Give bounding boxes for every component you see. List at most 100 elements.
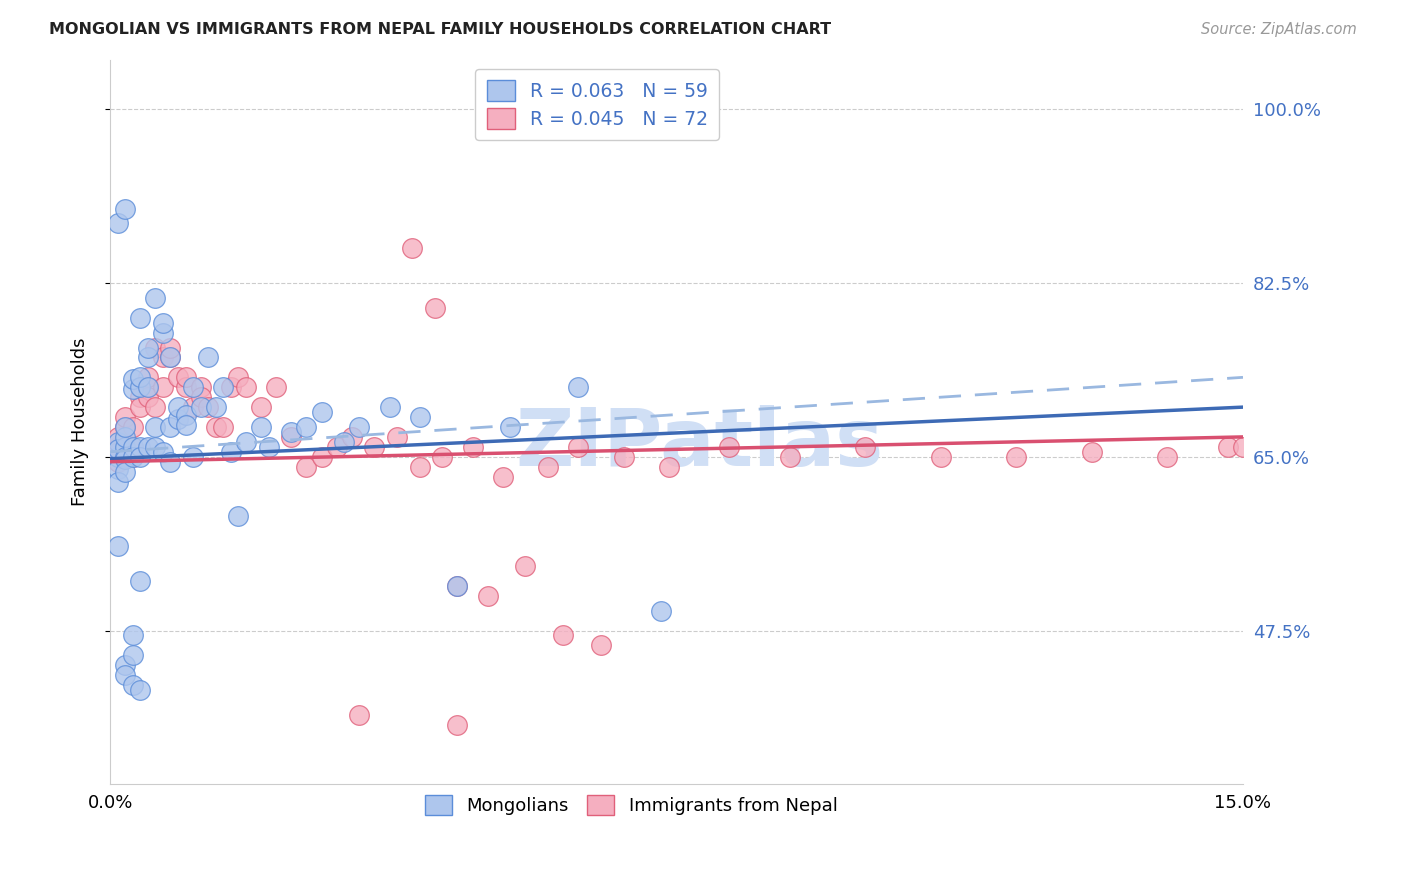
Point: [107, 539, 129, 553]
Point: [385, 430, 408, 444]
Point: [190, 390, 212, 404]
Point: [197, 400, 219, 414]
Point: [145, 400, 167, 414]
Point: [145, 420, 167, 434]
Point: [121, 678, 143, 692]
Point: [136, 380, 159, 394]
Point: [121, 372, 143, 386]
Point: [589, 639, 612, 653]
Point: [658, 459, 681, 474]
Point: [499, 420, 522, 434]
Text: Source: ZipAtlas.com: Source: ZipAtlas.com: [1201, 22, 1357, 37]
Point: [181, 400, 204, 414]
Point: [129, 400, 152, 414]
Point: [114, 430, 136, 444]
Point: [228, 509, 250, 524]
Point: [107, 445, 129, 459]
Point: [167, 370, 190, 384]
Point: [446, 579, 468, 593]
Point: [167, 400, 190, 414]
Text: ZIPatlas: ZIPatlas: [515, 405, 883, 483]
Point: [107, 216, 129, 230]
Point: [515, 559, 537, 574]
Point: [349, 707, 371, 722]
Point: [159, 455, 181, 469]
Point: [129, 440, 152, 454]
Point: [250, 420, 273, 434]
Point: [129, 370, 152, 384]
Point: [136, 380, 159, 394]
Point: [228, 370, 250, 384]
Point: [129, 310, 152, 325]
Point: [159, 341, 181, 355]
Point: [107, 440, 129, 454]
Point: [159, 420, 181, 434]
Point: [114, 440, 136, 454]
Point: [423, 301, 446, 315]
Point: [152, 351, 174, 365]
Point: [107, 455, 129, 469]
Point: [219, 445, 242, 459]
Point: [311, 405, 333, 419]
Point: [107, 430, 129, 444]
Point: [121, 440, 143, 454]
Point: [340, 430, 363, 444]
Point: [537, 459, 560, 474]
Point: [212, 420, 235, 434]
Point: [107, 434, 129, 449]
Point: [567, 440, 589, 454]
Point: [409, 410, 432, 425]
Point: [553, 628, 575, 642]
Point: [136, 370, 159, 384]
Point: [446, 579, 468, 593]
Y-axis label: Family Households: Family Households: [72, 338, 89, 507]
Point: [136, 440, 159, 454]
Point: [114, 440, 136, 454]
Point: [349, 420, 371, 434]
Point: [779, 450, 801, 464]
Point: [136, 390, 159, 404]
Point: [325, 440, 347, 454]
Point: [159, 351, 181, 365]
Point: [114, 450, 136, 464]
Point: [1216, 440, 1239, 454]
Point: [250, 400, 273, 414]
Point: [235, 434, 257, 449]
Point: [280, 430, 302, 444]
Point: [114, 420, 136, 434]
Point: [152, 326, 174, 340]
Point: [159, 351, 181, 365]
Point: [129, 380, 152, 394]
Legend: Mongolians, Immigrants from Nepal: Mongolians, Immigrants from Nepal: [415, 785, 848, 826]
Point: [492, 469, 515, 483]
Point: [929, 450, 952, 464]
Point: [181, 450, 204, 464]
Point: [197, 351, 219, 365]
Point: [114, 450, 136, 464]
Point: [114, 420, 136, 434]
Point: [718, 440, 741, 454]
Point: [174, 380, 197, 394]
Point: [129, 683, 152, 698]
Point: [129, 574, 152, 588]
Point: [145, 291, 167, 305]
Point: [1005, 450, 1028, 464]
Point: [136, 351, 159, 365]
Point: [174, 370, 197, 384]
Point: [167, 412, 190, 426]
Point: [219, 380, 242, 394]
Point: [853, 440, 876, 454]
Point: [204, 400, 226, 414]
Point: [107, 442, 129, 456]
Point: [152, 445, 174, 459]
Point: [1081, 445, 1104, 459]
Point: [378, 400, 401, 414]
Point: [295, 420, 318, 434]
Point: [114, 451, 136, 466]
Point: [477, 589, 499, 603]
Point: [129, 390, 152, 404]
Point: [121, 382, 143, 396]
Text: MONGOLIAN VS IMMIGRANTS FROM NEPAL FAMILY HOUSEHOLDS CORRELATION CHART: MONGOLIAN VS IMMIGRANTS FROM NEPAL FAMIL…: [49, 22, 831, 37]
Point: [190, 380, 212, 394]
Point: [204, 420, 226, 434]
